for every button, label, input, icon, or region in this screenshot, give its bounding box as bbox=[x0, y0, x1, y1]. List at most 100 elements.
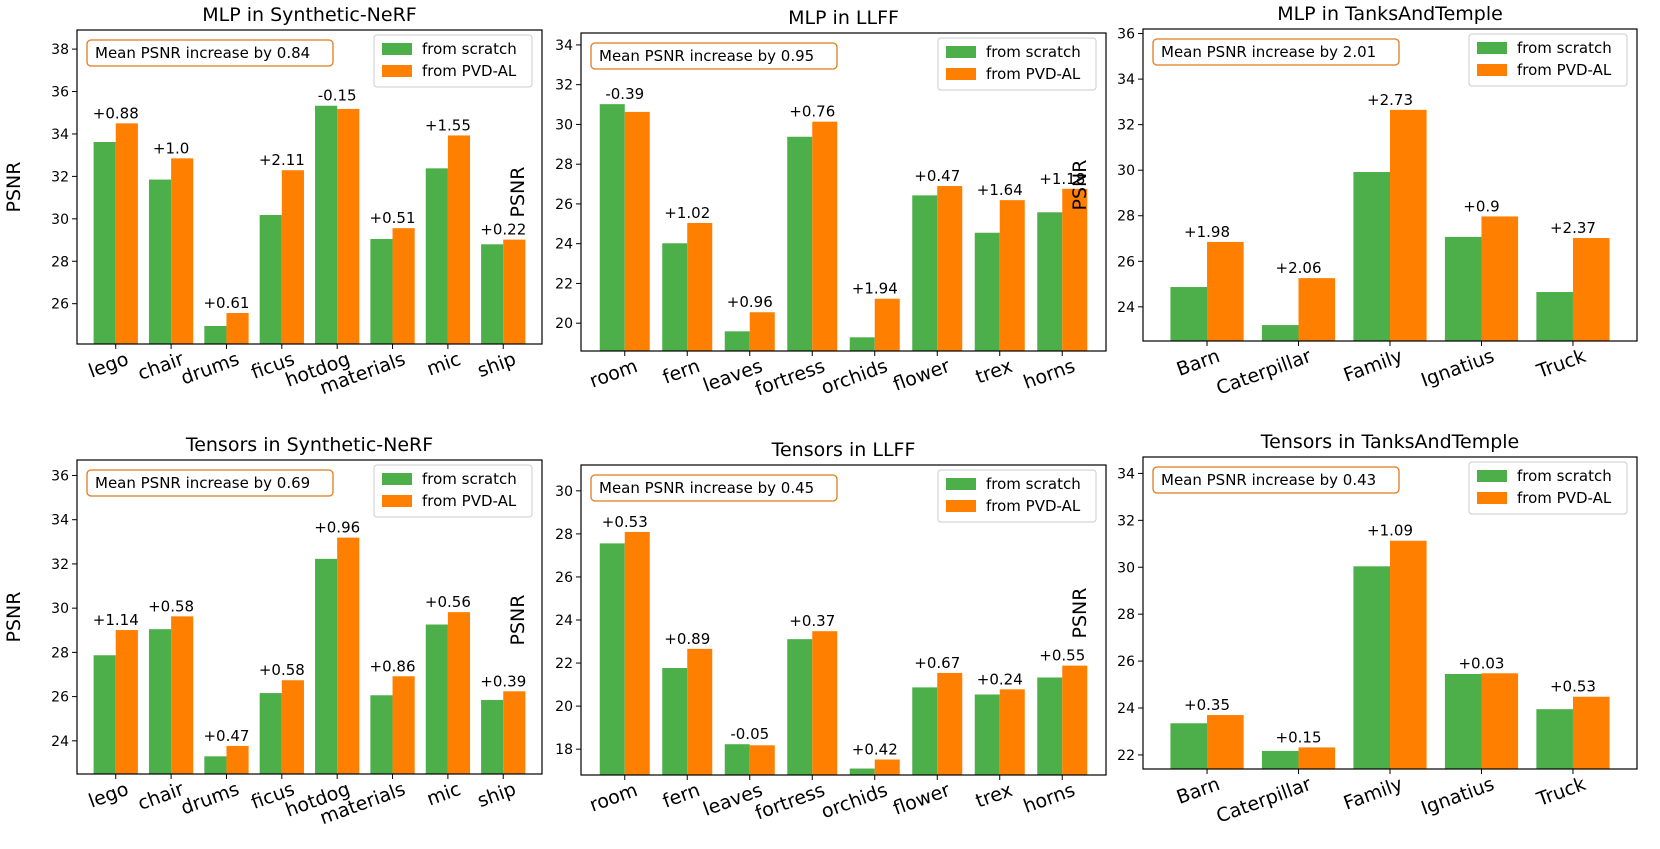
x-tick-label: lego bbox=[86, 778, 132, 813]
bar-pvd-chair bbox=[171, 158, 194, 344]
bar-delta-label: +0.47 bbox=[914, 167, 960, 185]
x-tick-label: mic bbox=[424, 778, 464, 810]
legend-swatch-pvd bbox=[946, 500, 976, 512]
x-tick-label: Family bbox=[1341, 345, 1406, 387]
bar-pvd-room bbox=[624, 111, 650, 351]
legend-label: from PVD-AL bbox=[1517, 489, 1612, 507]
legend-label: from PVD-AL bbox=[986, 497, 1081, 515]
bar-delta-label: +1.14 bbox=[93, 611, 139, 629]
annotation-box bbox=[86, 469, 334, 497]
annotation-box bbox=[590, 474, 838, 502]
chart-title: MLP in Synthetic-NeRF bbox=[202, 4, 416, 26]
x-tick-label: fern bbox=[660, 355, 703, 389]
bar-scratch-drums bbox=[204, 325, 227, 344]
bar-pvd-ficus bbox=[281, 170, 304, 344]
chart-title: MLP in TanksAndTemple bbox=[1277, 3, 1503, 25]
bar-pvd-orchids bbox=[874, 759, 900, 775]
x-tick-label: ship bbox=[475, 348, 519, 382]
x-tick-label: Truck bbox=[1533, 345, 1589, 383]
chart-title: Tensors in LLFF bbox=[771, 439, 916, 461]
y-tick-label: 32 bbox=[51, 169, 69, 185]
bar-scratch-lego bbox=[93, 142, 116, 344]
bar-scratch-truck bbox=[1536, 709, 1573, 769]
y-tick-label: 30 bbox=[1117, 163, 1135, 179]
annotation-text: Mean PSNR increase by 0.43 bbox=[1161, 471, 1376, 489]
x-tick-label: Barn bbox=[1174, 773, 1223, 809]
annotation-box bbox=[1152, 466, 1400, 494]
y-tick-label: 26 bbox=[555, 197, 573, 213]
x-tick-label: Ignatius bbox=[1418, 773, 1497, 820]
x-tick-label: Ignatius bbox=[1418, 345, 1497, 392]
x-tick-label: flower bbox=[890, 355, 953, 396]
bar-delta-label: +0.37 bbox=[789, 612, 835, 630]
bar-delta-label: +0.89 bbox=[664, 630, 710, 648]
bar-scratch-horns bbox=[1037, 212, 1063, 351]
bar-scratch-materials bbox=[370, 695, 393, 774]
bar-delta-label: +1.09 bbox=[1367, 522, 1413, 540]
bar-delta-label: +1.98 bbox=[1184, 223, 1230, 241]
bar-scratch-caterpillar bbox=[1261, 750, 1299, 769]
chart-title: Tensors in Synthetic-NeRF bbox=[185, 434, 433, 456]
y-tick-label: 28 bbox=[51, 645, 69, 661]
x-tick-label: chair bbox=[135, 348, 187, 385]
bar-pvd-family bbox=[1390, 109, 1427, 342]
bar-delta-label: +0.61 bbox=[203, 294, 249, 312]
plot-frame bbox=[76, 459, 543, 775]
x-tick-label: Caterpillar bbox=[1213, 773, 1314, 828]
y-tick-label: 24 bbox=[1117, 701, 1135, 717]
bar-pvd-caterpillar bbox=[1298, 747, 1336, 769]
y-tick-label: 20 bbox=[555, 316, 573, 332]
legend-swatch-scratch bbox=[382, 473, 412, 485]
legend-swatch-scratch bbox=[946, 478, 976, 490]
bar-pvd-ignatius bbox=[1481, 673, 1519, 769]
legend-swatch-pvd bbox=[1477, 492, 1507, 504]
chart-title: Tensors in TanksAndTemple bbox=[1260, 431, 1520, 453]
plot-frame bbox=[580, 464, 1107, 776]
bar-scratch-room bbox=[599, 543, 625, 775]
bar-delta-label: +2.11 bbox=[259, 151, 305, 169]
annotation-text: Mean PSNR increase by 0.95 bbox=[599, 47, 814, 65]
bar-scratch-barn bbox=[1170, 723, 1208, 769]
legend-label: from PVD-AL bbox=[422, 492, 517, 510]
bar-pvd-leaves bbox=[749, 312, 775, 351]
bar-pvd-flower bbox=[937, 672, 963, 775]
bar-delta-label: -0.39 bbox=[605, 85, 644, 103]
bar-delta-label: +0.15 bbox=[1276, 728, 1322, 746]
bar-delta-label: +0.24 bbox=[977, 670, 1023, 688]
bar-scratch-ship bbox=[481, 699, 504, 774]
y-axis-label: PSNR bbox=[1069, 588, 1091, 639]
bar-scratch-fern bbox=[662, 243, 688, 351]
legend-label: from PVD-AL bbox=[1517, 61, 1612, 79]
y-tick-label: 34 bbox=[555, 38, 573, 54]
bar-delta-label: +1.94 bbox=[852, 280, 898, 298]
bar-scratch-orchids bbox=[849, 768, 875, 775]
bar-pvd-trex bbox=[999, 200, 1025, 351]
bar-pvd-orchids bbox=[874, 298, 900, 351]
chart-panel-2: MLP in LLFF PSNR 20 22 24 26 28 30 32 34 -0.39 room… bbox=[507, 7, 1107, 400]
bar-delta-label: +0.58 bbox=[259, 661, 305, 679]
y-tick-label: 32 bbox=[1117, 513, 1135, 529]
bar-scratch-materials bbox=[370, 238, 393, 344]
bar-delta-label: +0.55 bbox=[1039, 647, 1085, 665]
legend-label: from scratch bbox=[1517, 39, 1612, 57]
y-tick-label: 18 bbox=[555, 742, 573, 758]
y-tick-label: 36 bbox=[1117, 27, 1135, 43]
bar-delta-label: +0.86 bbox=[370, 657, 416, 675]
legend-box bbox=[1468, 33, 1628, 87]
bar-pvd-materials bbox=[392, 228, 415, 344]
bar-delta-label: +0.9 bbox=[1463, 197, 1499, 215]
x-tick-label: fern bbox=[660, 779, 703, 813]
bar-pvd-flower bbox=[937, 186, 963, 351]
x-tick-label: horns bbox=[1021, 355, 1078, 394]
chart-panel-4: Tensors in Synthetic-NeRF PSNR 24 26 28 30 32 3… bbox=[3, 434, 543, 829]
bar-scratch-mic bbox=[425, 168, 448, 344]
legend-swatch-scratch bbox=[946, 46, 976, 58]
y-tick-label: 22 bbox=[555, 276, 573, 292]
bar-delta-label: +0.39 bbox=[480, 672, 526, 690]
legend-box bbox=[937, 469, 1097, 523]
bar-scratch-chair bbox=[148, 179, 172, 344]
bar-pvd-ignatius bbox=[1481, 216, 1519, 341]
y-axis-label: PSNR bbox=[1069, 160, 1091, 211]
bar-pvd-fortress bbox=[812, 631, 838, 775]
